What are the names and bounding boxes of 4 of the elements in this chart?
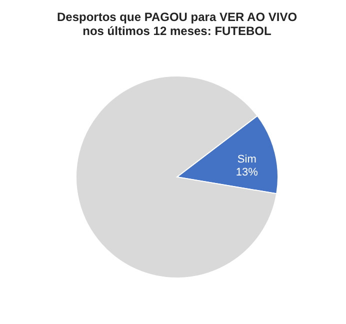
data-label: 13% — [236, 166, 258, 179]
slice-label: Sim — [237, 154, 256, 166]
chart-title: Desportos que PAGOU para VER AO VIVO nos últimos 12 meses: FUTEBOL — [56, 10, 298, 38]
pie-slice — [76, 76, 278, 278]
